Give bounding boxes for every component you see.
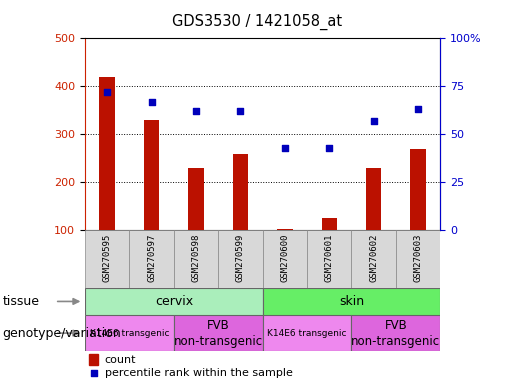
Bar	[85, 315, 174, 351]
Bar	[263, 288, 440, 315]
Text: GSM270602: GSM270602	[369, 234, 378, 282]
Point	[147, 99, 156, 105]
Bar	[174, 230, 218, 288]
Text: K14E6 transgenic: K14E6 transgenic	[90, 329, 169, 338]
Text: tissue: tissue	[3, 295, 40, 308]
Text: count: count	[105, 355, 136, 365]
Text: GSM270603: GSM270603	[414, 234, 423, 282]
Bar	[351, 230, 396, 288]
Point	[370, 118, 378, 124]
Bar	[410, 149, 426, 230]
Bar	[263, 315, 351, 351]
Point	[414, 106, 422, 113]
Text: K14E6 transgenic: K14E6 transgenic	[267, 329, 347, 338]
Text: FVB
non-transgenic: FVB non-transgenic	[351, 319, 440, 348]
Bar	[89, 354, 98, 365]
Point	[236, 108, 245, 114]
Text: percentile rank within the sample: percentile rank within the sample	[105, 368, 293, 378]
Point	[103, 89, 111, 95]
Point	[90, 370, 98, 376]
Bar	[233, 154, 248, 230]
Point	[281, 145, 289, 151]
Bar	[277, 229, 293, 230]
Bar	[144, 120, 159, 230]
Text: skin: skin	[339, 295, 364, 308]
Text: GSM270598: GSM270598	[192, 234, 200, 282]
Text: FVB
non-transgenic: FVB non-transgenic	[174, 319, 263, 348]
Point	[325, 145, 333, 151]
Bar	[307, 230, 351, 288]
Text: GSM270595: GSM270595	[102, 234, 112, 282]
Bar	[351, 315, 440, 351]
Bar	[263, 230, 307, 288]
Bar	[85, 288, 263, 315]
Text: GSM270597: GSM270597	[147, 234, 156, 282]
Bar	[396, 230, 440, 288]
Bar	[99, 77, 115, 230]
Text: cervix: cervix	[154, 295, 193, 308]
Bar	[188, 168, 204, 230]
Text: GSM270601: GSM270601	[325, 234, 334, 282]
Text: genotype/variation: genotype/variation	[3, 327, 122, 339]
Bar	[321, 218, 337, 230]
Bar	[366, 168, 382, 230]
Bar	[174, 315, 263, 351]
Text: GSM270599: GSM270599	[236, 234, 245, 282]
Point	[192, 108, 200, 114]
Bar	[218, 230, 263, 288]
Text: GSM270600: GSM270600	[280, 234, 289, 282]
Bar	[85, 230, 129, 288]
Text: GDS3530 / 1421058_at: GDS3530 / 1421058_at	[173, 13, 342, 30]
Bar	[129, 230, 174, 288]
